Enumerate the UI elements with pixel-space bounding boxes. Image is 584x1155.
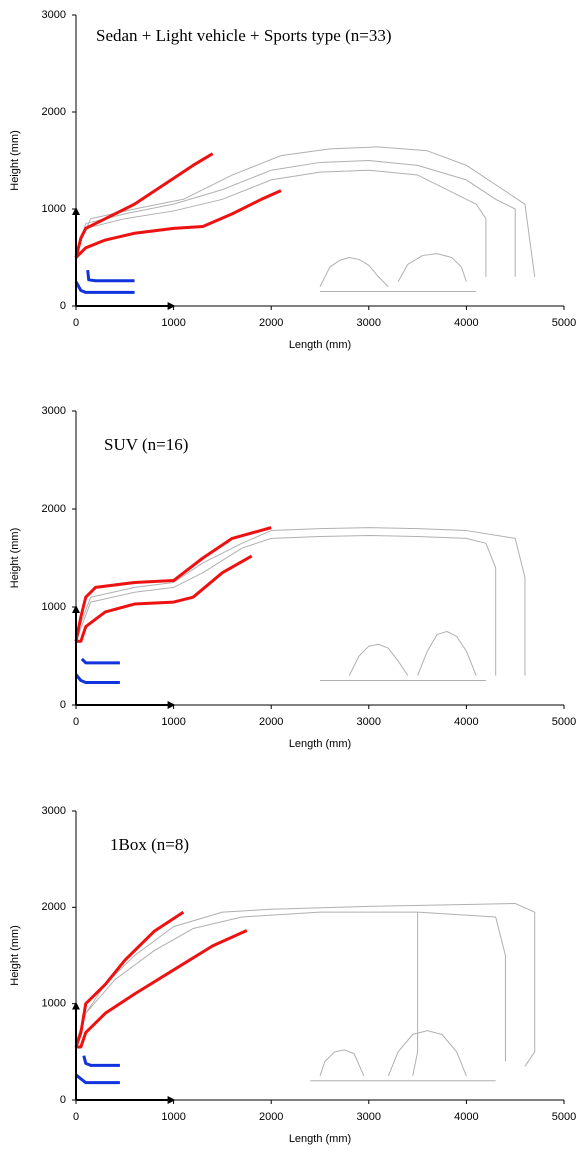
profile-line [412,912,419,1077]
profile-line [86,269,135,283]
y-axis-label: Height (mm) [9,528,21,589]
y-tick-label: 1000 [42,203,66,215]
y-tick-label: 2000 [42,106,66,118]
y-axis-label: Height (mm) [9,925,21,986]
x-tick-label: 4000 [454,317,478,329]
x-axis-label: Length (mm) [289,738,351,750]
x-tick-label: 3000 [357,317,381,329]
profile-line [75,160,516,277]
x-tick-label: 0 [73,317,79,329]
x-axis-label: Length (mm) [289,339,351,351]
profile-line [75,169,487,277]
y-tick-label: 0 [60,1094,66,1106]
y-axis-label: Height (mm) [9,130,21,191]
x-tick-label: 1000 [161,716,185,728]
profile-line [74,526,272,642]
profile-line [387,1030,467,1077]
profile-line [80,657,120,665]
x-tick-label: 5000 [552,716,576,728]
y-tick-label: 1000 [42,998,66,1010]
profile-line [74,910,185,1048]
profile-line [319,257,389,287]
y-tick-label: 0 [60,300,66,312]
x-tick-label: 0 [73,716,79,728]
x-tick-label: 1000 [161,317,185,329]
profile-line [74,189,282,259]
x-tick-label: 0 [73,1111,79,1123]
profile-line [74,673,120,684]
profile-line [397,253,467,282]
x-tick-label: 3000 [357,1111,381,1123]
profile-line [348,643,409,676]
x-tick-label: 2000 [259,1111,283,1123]
y-tick-label: 1000 [42,601,66,613]
x-tick-label: 5000 [552,317,576,329]
y-tick-label: 0 [60,699,66,711]
profile-line [74,152,214,258]
y-tick-label: 2000 [42,503,66,515]
y-tick-label: 3000 [42,805,66,817]
profile-line [82,1055,120,1067]
x-tick-label: 2000 [259,317,283,329]
chart-title: 1Box (n=8) [110,835,189,854]
x-tick-label: 4000 [454,1111,478,1123]
x-tick-label: 4000 [454,716,478,728]
x-tick-label: 2000 [259,716,283,728]
x-tick-label: 3000 [357,716,381,728]
y-tick-label: 2000 [42,901,66,913]
profile-line [75,527,526,676]
x-tick-label: 5000 [552,1111,576,1123]
profile-line [75,146,536,277]
profile-line [75,534,497,676]
profile-line [76,554,253,643]
profile-line [76,929,248,1049]
profile-line [75,1073,120,1085]
profile-line [75,911,506,1062]
y-tick-label: 3000 [42,405,66,417]
profile-line [319,1049,365,1077]
chart-title: Sedan + Light vehicle + Sports type (n=3… [96,26,392,45]
x-tick-label: 1000 [161,1111,185,1123]
profile-line [75,902,536,1067]
x-axis-label: Length (mm) [289,1133,351,1145]
chart-title: SUV (n=16) [104,435,188,454]
profile-line [417,631,477,676]
y-tick-label: 3000 [42,9,66,21]
profile-line [74,281,135,294]
